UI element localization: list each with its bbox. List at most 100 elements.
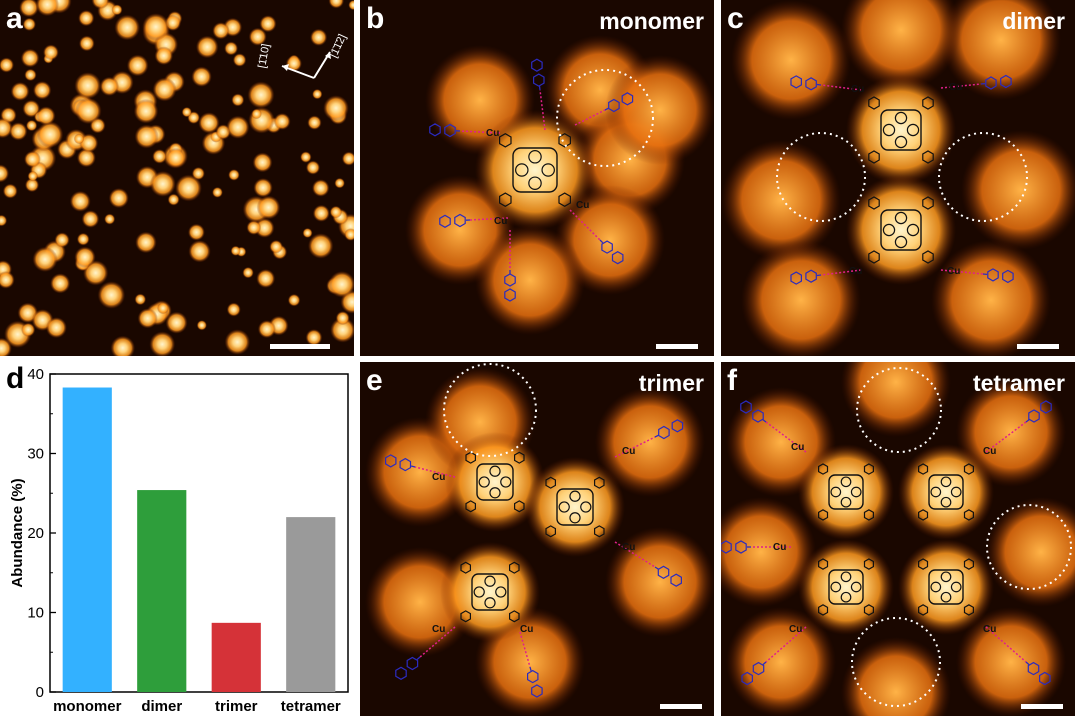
molecule-cluster [24,68,37,82]
highlight-circle [443,363,537,457]
molecule-cluster [134,124,159,149]
molecule-cluster [0,337,12,356]
cu-atom-label: Cu [773,542,786,553]
porphyrin-core-icon [817,463,874,521]
panel-f-tetramer: Cu Cu Cu Cu Cu f tetramer [721,362,1075,716]
molecule-cluster [256,269,276,289]
stm-bright-core [525,457,625,557]
cu-atom-label: Cu [520,624,533,635]
molecule-cluster [2,183,18,199]
molecule-cluster [181,106,192,118]
biphenyl-ligand-icon [614,419,684,458]
molecule-cluster [45,317,67,339]
scale-bar-b [656,344,698,349]
porphyrin-core-icon [465,451,525,513]
molecule-cluster [231,93,245,107]
stm-lobe [931,240,1051,356]
molecule-cluster [188,240,211,263]
molecule-cluster [42,44,59,61]
panel-label-e: e [366,364,383,397]
molecule-cluster [287,293,301,307]
molecule-cluster [149,170,176,197]
biphenyl-ligand-icon [385,454,456,478]
molecule-cluster [99,76,120,97]
molecule-cluster [32,246,58,273]
biphenyl-ligand-icon [985,400,1052,453]
molecule-cluster [110,335,136,356]
molecule-cluster [307,233,334,259]
porphyrin-core-icon [817,558,874,616]
stm-bright-core [846,75,956,185]
molecule-cluster [323,95,349,122]
molecule-cluster [302,227,313,239]
bar-dimer [137,490,187,692]
stm-lobe [731,0,851,120]
biphenyl-ligand-icon [790,75,862,91]
cu-atom-label: Cu [622,542,635,553]
panel-label-b: b [366,2,385,35]
molecule-cluster [152,149,167,164]
porphyrin-core-icon [460,561,520,623]
molecule-cluster [334,177,345,189]
molecule-cluster [165,147,186,168]
molecule-cluster [328,270,354,298]
porphyrin-core-icon [918,558,974,616]
biphenyl-ligand-icon [940,74,1012,90]
molecule-cluster [78,9,95,27]
molecule-cluster [224,41,239,56]
panel-title-monomer: monomer [599,8,704,34]
y-tick-label: 20 [27,525,44,542]
molecule-cluster [19,0,39,18]
highlight-circle [986,504,1072,590]
molecule-cluster [35,0,60,17]
stm-lobe [941,0,1061,100]
stm-bright-core [440,542,540,642]
x-tick-label: dimer [141,698,182,715]
molecule-cluster [285,55,302,72]
molecule-cluster [9,122,28,141]
stm-lobe [721,140,841,260]
stm-lobe [961,130,1075,250]
monomer-stm-image: Cu Cu Cu [405,35,714,335]
molecule-cluster [228,169,240,181]
molecule-cluster [108,187,129,209]
bar-trimer [211,622,261,692]
cu-atom-label: Cu [983,624,996,635]
molecule-cluster [126,54,149,77]
molecule-cluster [251,108,262,120]
molecule-cluster [73,133,85,145]
molecule-cluster [212,22,230,40]
molecule-cluster [104,213,116,225]
molecule-cluster [23,150,41,168]
y-axis-label: Abundance (%) [9,478,26,587]
molecule-cluster [191,66,212,87]
molecule-cluster [157,302,169,315]
y-tick-label: 30 [27,446,44,463]
scale-bar-f [1021,704,1063,709]
molecule-cluster [305,160,321,175]
molecule-cluster [36,121,64,148]
panel-e-trimer: Cu Cu Cu Cu Cu e trimer [360,362,714,716]
x-tick-label: trimer [215,698,258,715]
biphenyl-ligand-icon [740,400,807,453]
molecule-cluster [134,293,147,306]
bar-monomer [62,387,112,692]
molecule-cluster [54,232,70,248]
molecule-cluster [25,119,38,132]
molecule-cluster [196,320,207,331]
cu-atom-label: Cu [494,216,507,227]
molecule-cluster [310,28,328,46]
molecule-cluster [76,232,90,246]
highlight-circle [556,69,654,167]
biphenyl-ligand-icon [439,213,509,228]
molecule-cluster [242,266,254,279]
molecule-cluster [256,195,281,220]
stm-lobe [741,240,861,356]
molecule-cluster [20,48,40,68]
cu-atom-label: Cu [622,446,635,457]
scale-bar-c [1017,344,1059,349]
molecule-cluster [149,331,176,356]
molecule-cluster [348,0,354,11]
x-tick-label: monomer [53,698,122,715]
molecule-cluster [135,231,157,254]
